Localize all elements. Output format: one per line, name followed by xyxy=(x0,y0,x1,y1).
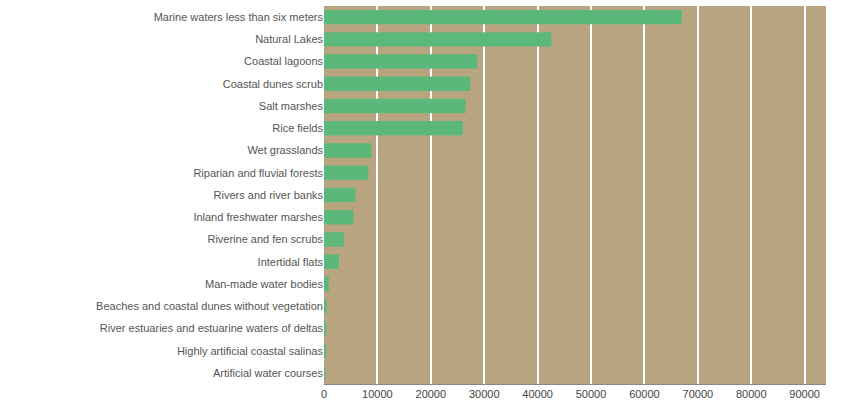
svg-text:River estuaries and estuarine: River estuaries and estuarine waters of … xyxy=(100,322,324,334)
svg-text:Wet grasslands: Wet grasslands xyxy=(247,144,323,156)
svg-text:Highly artificial coastal sali: Highly artificial coastal salinas xyxy=(177,345,324,357)
svg-text:30000: 30000 xyxy=(469,388,500,400)
svg-text:Intertidal flats: Intertidal flats xyxy=(258,256,324,268)
svg-text:Marine waters less than six me: Marine waters less than six meters xyxy=(154,11,324,23)
svg-text:20000: 20000 xyxy=(416,388,447,400)
svg-text:Coastal lagoons: Coastal lagoons xyxy=(244,55,323,67)
svg-text:Salt marshes: Salt marshes xyxy=(259,100,324,112)
svg-text:10000: 10000 xyxy=(362,388,393,400)
svg-text:Man-made water bodies: Man-made water bodies xyxy=(205,278,324,290)
svg-text:40000: 40000 xyxy=(522,388,553,400)
svg-text:Riverine and fen scrubs: Riverine and fen scrubs xyxy=(207,233,323,245)
svg-text:Beaches and coastal dunes with: Beaches and coastal dunes without vegeta… xyxy=(96,300,323,312)
svg-text:Riparian and fluvial forests: Riparian and fluvial forests xyxy=(193,167,323,179)
svg-text:70000: 70000 xyxy=(683,388,714,400)
svg-text:Inland freshwater marshes: Inland freshwater marshes xyxy=(193,211,323,223)
svg-text:Coastal dunes scrub: Coastal dunes scrub xyxy=(223,78,323,90)
svg-text:60000: 60000 xyxy=(629,388,660,400)
svg-text:0: 0 xyxy=(321,388,327,400)
svg-text:50000: 50000 xyxy=(576,388,607,400)
svg-text:Artificial water courses: Artificial water courses xyxy=(213,367,324,379)
svg-text:Rice fields: Rice fields xyxy=(272,122,323,134)
svg-text:Natural Lakes: Natural Lakes xyxy=(255,33,323,45)
svg-text:Rivers and river banks: Rivers and river banks xyxy=(214,189,324,201)
svg-text:90000: 90000 xyxy=(789,388,820,400)
svg-text:80000: 80000 xyxy=(736,388,767,400)
